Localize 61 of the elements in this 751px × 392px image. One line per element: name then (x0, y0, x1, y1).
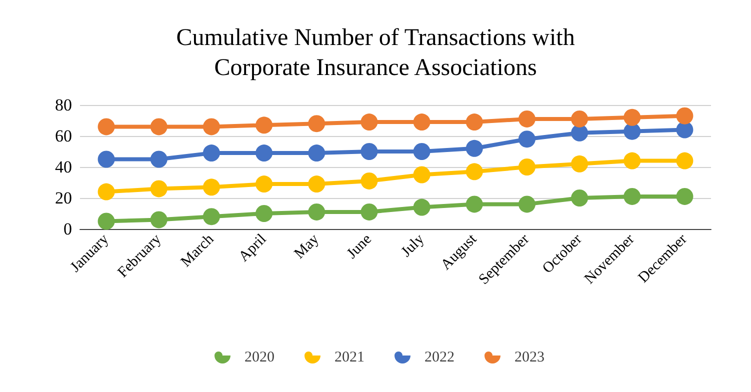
point (624, 122, 641, 140)
y-tick-label: 60 (55, 126, 72, 146)
legend-label: 2021 (334, 350, 364, 366)
point (308, 144, 326, 162)
point (466, 196, 483, 213)
y-tick-label: 20 (55, 188, 72, 208)
point (360, 114, 378, 131)
point (676, 107, 694, 124)
point (98, 183, 115, 200)
x-tick-label: June (344, 231, 376, 262)
point (360, 203, 378, 220)
point (202, 118, 220, 136)
x-tick-label: July (398, 230, 428, 260)
point (413, 166, 430, 184)
point (98, 150, 115, 168)
y-tick-label: 40 (55, 158, 72, 176)
point (624, 188, 641, 205)
point (360, 172, 378, 190)
y-tick-label: 80 (55, 96, 72, 114)
point (308, 115, 326, 132)
x-tick-label: May (292, 230, 323, 262)
point (150, 180, 168, 198)
legend-label: 2023 (514, 350, 544, 366)
point (466, 114, 483, 131)
point (571, 124, 588, 142)
point (256, 176, 273, 193)
point (518, 130, 536, 148)
point (676, 188, 694, 205)
chart-title: Cumulative Number of Transactions with Corporate Insurance Associations (176, 25, 575, 81)
point (256, 205, 273, 222)
point (98, 118, 115, 136)
point (518, 196, 536, 213)
point (150, 211, 168, 228)
legend-label: 2022 (424, 350, 454, 366)
point (571, 155, 588, 172)
point (202, 178, 220, 196)
point (624, 108, 641, 126)
point (624, 152, 641, 170)
point (518, 110, 536, 128)
point (308, 203, 326, 220)
point (202, 144, 220, 162)
point (150, 150, 168, 168)
point (466, 163, 483, 180)
point (571, 110, 588, 128)
point (256, 116, 273, 134)
point (150, 118, 168, 136)
point (413, 143, 430, 160)
point (256, 144, 273, 162)
y-tick-label: 0 (64, 220, 72, 238)
point (360, 143, 378, 160)
point (466, 140, 483, 157)
point (413, 198, 430, 216)
point (202, 208, 220, 226)
point (308, 176, 326, 193)
point (676, 152, 694, 170)
point (571, 190, 588, 206)
point (413, 114, 430, 131)
point (518, 158, 536, 176)
point (98, 212, 115, 230)
point (676, 121, 694, 138)
legend-label: 2020 (244, 350, 274, 366)
